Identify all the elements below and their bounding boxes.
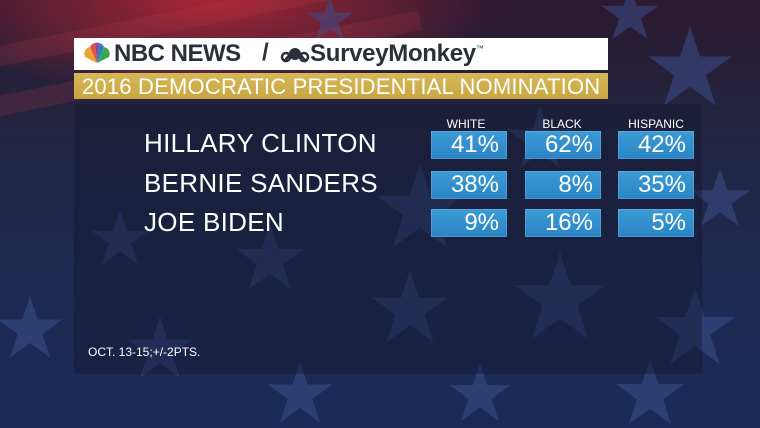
value-cell: 5%	[618, 209, 694, 237]
column-header-hispanic: HISPANIC	[628, 117, 684, 131]
value-cell: 9%	[431, 209, 507, 237]
value-cell: 42%	[618, 131, 694, 159]
poll-footnote: OCT. 13-15;+/-2PTS.	[88, 345, 201, 359]
value-label: 35%	[637, 171, 686, 198]
surveymonkey-text: SurveyMonkey	[310, 40, 476, 67]
nbc-peacock-icon	[84, 42, 110, 63]
value-cell: 35%	[618, 171, 694, 199]
trademark-symbol: ™	[475, 44, 484, 53]
value-label: 8%	[558, 171, 593, 198]
column-header-black: BLACK	[542, 117, 582, 131]
chart-title: 2016 DEMOCRATIC PRESIDENTIAL NOMINATION	[82, 74, 601, 99]
candidate-name: HILLARY CLINTON	[144, 128, 377, 158]
surveymonkey-logo-icon	[280, 48, 310, 63]
value-label: 5%	[651, 209, 686, 236]
surveymonkey-wordmark: SurveyMonkey™	[310, 40, 484, 68]
value-label: 62%	[544, 131, 593, 158]
value-label: 41%	[450, 131, 499, 158]
title-bar: 2016 DEMOCRATIC PRESIDENTIAL NOMINATION	[74, 73, 608, 99]
nbc-news-wordmark: NBC NEWS	[114, 40, 241, 67]
brand-separator: /	[262, 39, 269, 66]
candidate-name: BERNIE SANDERS	[144, 168, 378, 198]
value-cell: 41%	[431, 131, 507, 159]
brand-header: NBC NEWS / SurveyMonkey™	[74, 38, 608, 70]
value-label: 9%	[464, 209, 499, 236]
value-cell: 62%	[525, 131, 601, 159]
value-cell: 16%	[525, 209, 601, 237]
value-label: 42%	[637, 131, 686, 158]
value-label: 16%	[544, 209, 593, 236]
value-label: 38%	[450, 171, 499, 198]
candidate-name: JOE BIDEN	[144, 207, 284, 237]
column-header-white: WHITE	[446, 117, 486, 131]
value-cell: 8%	[525, 171, 601, 199]
value-cell: 38%	[431, 171, 507, 199]
